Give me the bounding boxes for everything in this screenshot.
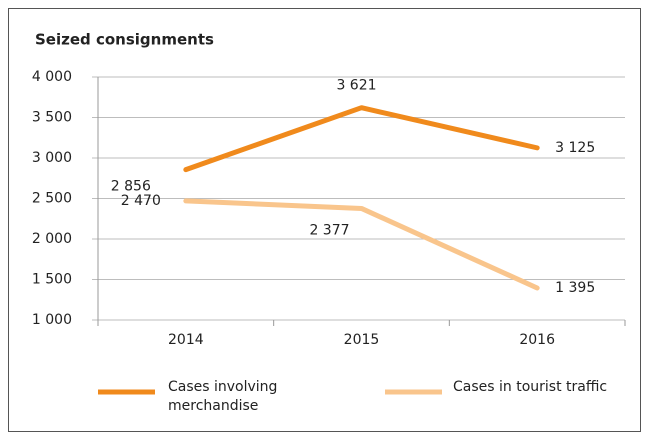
legend-label: Cases involving merchandise [168,379,278,414]
series-line [183,105,540,173]
data-label: 2 470 [121,193,161,209]
x-tick-label: 2016 [519,332,555,348]
data-label: 3 125 [555,140,595,156]
x-tick-label: 2015 [344,332,380,348]
y-tick-label: 2 000 [32,231,72,247]
y-tick-label: 4 000 [32,69,72,85]
chart-title: Seized consignments [35,31,214,49]
y-tick-label: 3 500 [32,110,72,126]
y-tick-label: 1 000 [32,312,72,328]
data-label: 3 621 [336,78,376,94]
data-label: 2 377 [309,222,349,238]
data-label: 1 395 [555,280,595,296]
chart-border [8,8,641,432]
legend-item: Cases involving merchandise [168,379,278,414]
legend-item: Cases in tourist traffic [453,379,608,395]
y-tick-label: 3 000 [32,150,72,166]
series-line [183,198,540,291]
y-tick-label: 2 500 [32,191,72,207]
y-tick-label: 1 500 [32,272,72,288]
data-label: 2 856 [111,179,151,195]
x-tick-label: 2014 [168,332,204,348]
legend-label: Cases in tourist traffic [453,379,608,395]
